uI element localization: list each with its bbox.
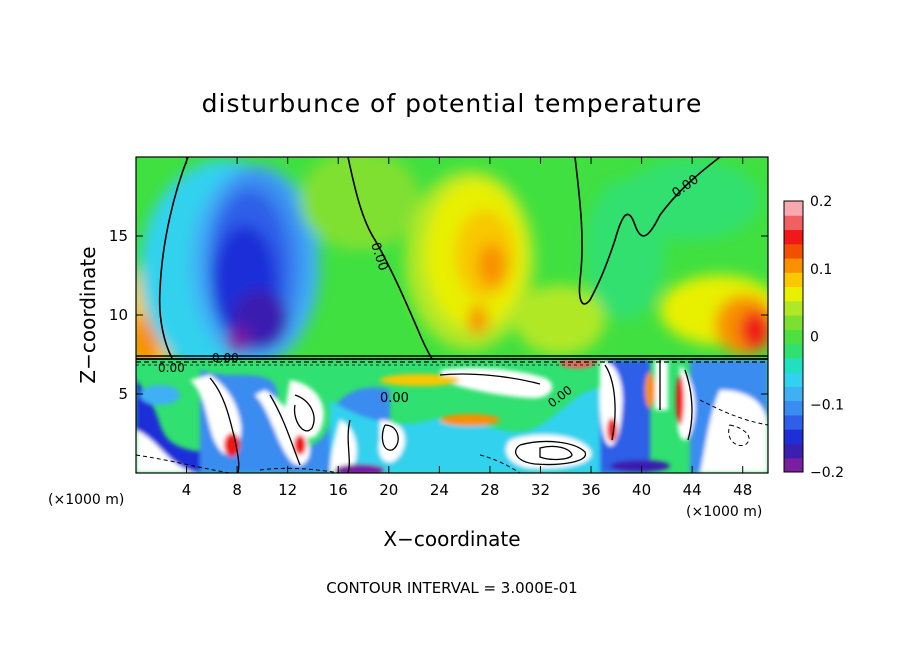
x-tick-label: 16 <box>329 481 348 499</box>
colorbar-swatch <box>784 300 803 316</box>
y-axis-label: Z−coordinate <box>76 246 100 383</box>
colorbar-swatch <box>784 243 803 259</box>
negative-contours <box>136 399 768 473</box>
colorbar-swatch <box>784 343 803 359</box>
x-tick-label: 8 <box>232 481 242 499</box>
x-axis: 4 8 12 16 20 24 28 32 36 40 44 48 <box>182 157 752 499</box>
x-tick-label: 12 <box>278 481 297 499</box>
colorbar: −0.2 −0.1 0 0.1 0.2 <box>783 194 844 481</box>
y-axis: 5 10 15 <box>109 227 768 403</box>
boundary-band <box>136 355 768 366</box>
lower-field <box>136 359 768 473</box>
contour-label: 0.00 <box>212 351 239 365</box>
colorbar-swatch <box>784 429 803 444</box>
colorbar-swatch <box>784 286 803 302</box>
y-tick-label: 10 <box>109 306 128 324</box>
x-unit-label: (×1000 m) <box>48 492 124 508</box>
colorbar-swatch <box>784 201 803 216</box>
colorbar-swatch <box>784 215 803 231</box>
colorbar-tick-label: 0.1 <box>810 262 832 278</box>
contour-label: 0.00 <box>380 391 409 406</box>
y-tick-label: 5 <box>118 385 128 403</box>
chart-title: disturbunce of potential temperature <box>202 89 703 118</box>
y-tick-label: 15 <box>109 227 128 245</box>
colorbar-swatch <box>784 272 803 288</box>
colorbar-tick-label: −0.2 <box>810 465 844 481</box>
x-tick-label: 4 <box>182 481 192 499</box>
colorbar-swatch <box>784 400 803 416</box>
colorbar-tick-label: 0.2 <box>810 194 832 210</box>
colorbar-swatch <box>784 372 803 387</box>
colorbar-swatch <box>784 329 803 345</box>
x-tick-label: 36 <box>581 481 600 499</box>
contour-label: 0.00 <box>158 361 185 375</box>
zero-contours <box>158 157 721 359</box>
colorbar-tick-label: −0.1 <box>810 397 844 413</box>
x-tick-label: 24 <box>430 481 449 499</box>
colorbar-swatch <box>784 258 803 273</box>
colorbar-swatch <box>784 386 803 402</box>
colorbar-frame <box>783 200 804 473</box>
colorbar-swatch <box>784 457 803 473</box>
x-tick-label: 32 <box>531 481 550 499</box>
x-tick-label: 40 <box>632 481 651 499</box>
x-tick-label: 28 <box>480 481 499 499</box>
x-unit-label-right: (×1000 m) <box>686 504 762 520</box>
x-tick-label: 44 <box>683 481 702 499</box>
lower-contours <box>209 360 693 473</box>
colorbar-swatch <box>784 229 803 245</box>
colorbar-swatch <box>784 357 803 373</box>
contour-interval-note: CONTOUR INTERVAL = 3.000E-01 <box>326 579 577 597</box>
colorbar-swatch <box>784 443 803 459</box>
x-tick-label: 20 <box>379 481 398 499</box>
plot-area: 0.00 0.00 0.00 0.00 0.00 0.00 <box>135 156 769 474</box>
x-tick-label: 48 <box>733 481 752 499</box>
upper-field <box>136 157 768 359</box>
x-axis-label: X−coordinate <box>383 527 520 551</box>
colorbar-swatch <box>784 414 803 430</box>
colorbar-swatch <box>784 315 803 330</box>
colorbar-tick-label: 0 <box>810 330 819 346</box>
